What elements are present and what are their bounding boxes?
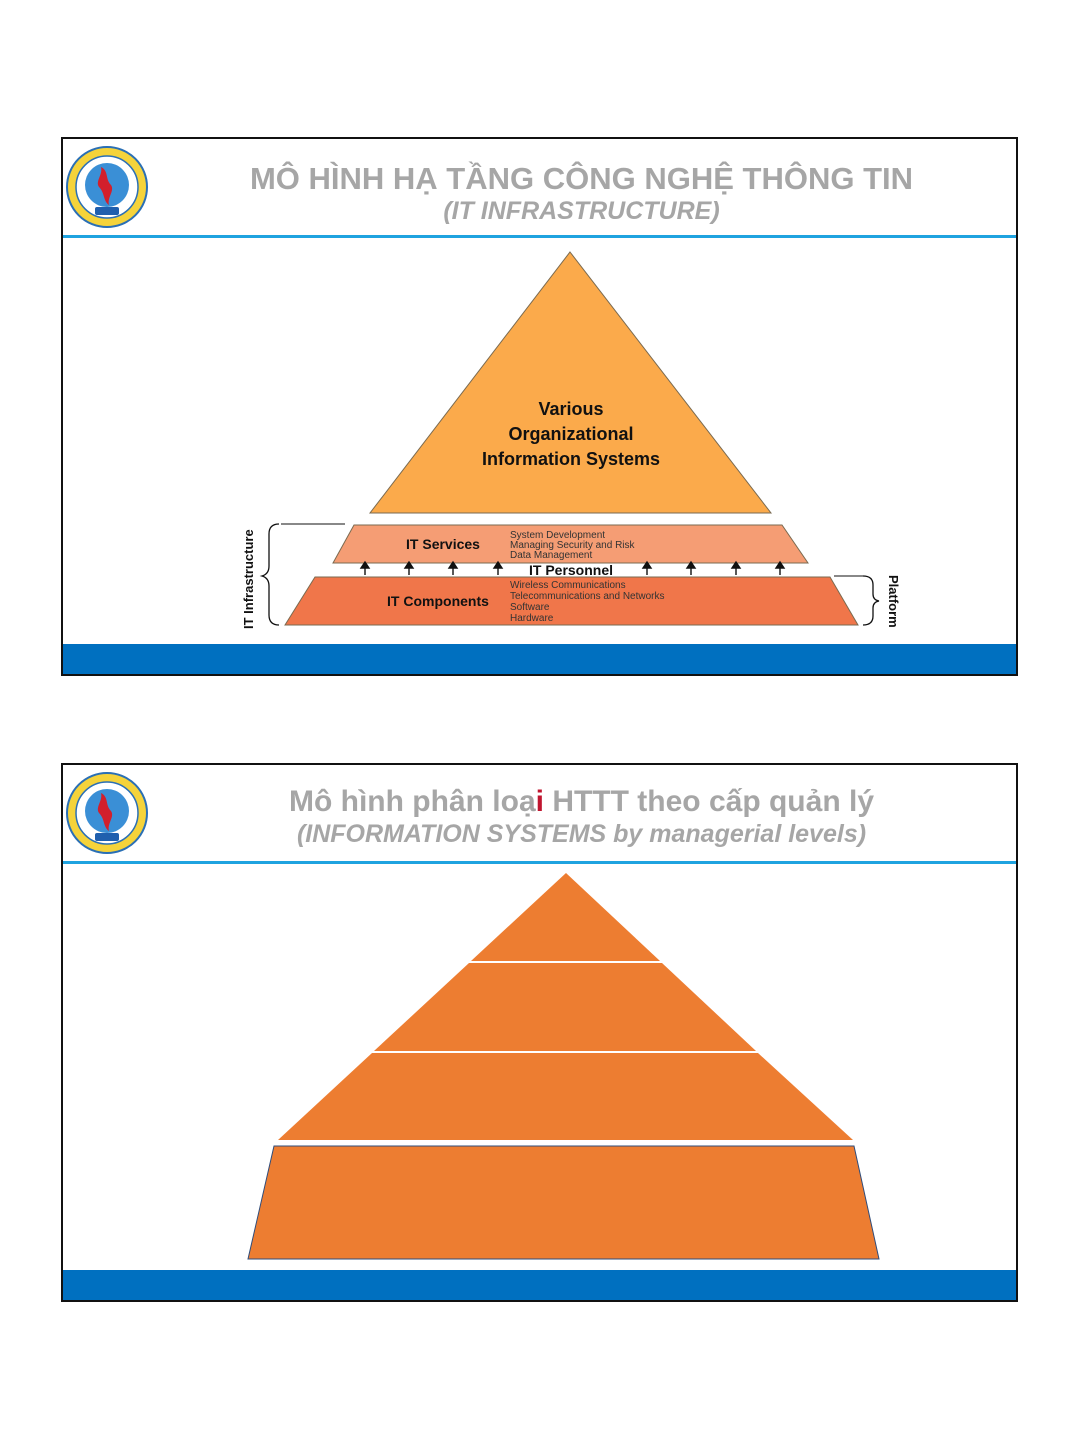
title-highlight: i — [535, 785, 544, 818]
it-services-item-2: Managing Security and Risk — [510, 540, 636, 551]
it-services-label: IT Services — [406, 536, 480, 552]
title-part-1: Mô hình phân loạ — [289, 785, 536, 818]
slide-managerial-levels: Mô hình phân loại HTTT theo cấp quản lý … — [61, 763, 1018, 1302]
pyramid-level-top — [471, 873, 660, 961]
slide-footer-bar — [63, 644, 1016, 674]
it-services-item-1: System Development — [510, 530, 605, 541]
it-services-band — [332, 524, 809, 564]
university-seal-logo — [66, 772, 148, 854]
apex-label-line-1: Various — [538, 399, 603, 419]
infrastructure-brace-label: IT Infrastructure — [241, 529, 256, 629]
it-components-item-4: Hardware — [510, 613, 554, 624]
apex-label-line-3: Information Systems — [482, 449, 660, 469]
it-components-label: IT Components — [387, 593, 489, 609]
it-personnel-label: IT Personnel — [529, 562, 613, 578]
header-rule — [63, 235, 1016, 238]
slide-title: Mô hình phân loại HTTT theo cấp quản lý — [153, 785, 1010, 819]
apex-triangle — [368, 251, 773, 514]
pyramid-level-lower — [278, 1053, 853, 1140]
pyramid-level-base — [247, 1145, 880, 1260]
it-personnel-arrows — [359, 560, 786, 575]
platform-brace — [862, 575, 880, 626]
slide-subtitle: (IT INFRASTRUCTURE) — [443, 197, 720, 225]
managerial-levels-pyramid — [247, 873, 880, 1260]
platform-brace-label: Platform — [886, 575, 901, 628]
slide-title: MÔ HÌNH HẠ TẦNG CÔNG NGHỆ THÔNG TIN — [249, 161, 914, 196]
university-seal-logo — [66, 146, 148, 228]
infrastructure-brace — [259, 523, 280, 626]
header-rule — [63, 861, 1016, 864]
it-infrastructure-diagram: Various Organizational Information Syste… — [241, 251, 901, 629]
it-components-item-3: Software — [510, 602, 550, 613]
slide-footer-bar — [63, 1270, 1016, 1300]
slide-it-infrastructure: MÔ HÌNH HẠ TẦNG CÔNG NGHỆ THÔNG TIN (IT … — [61, 137, 1018, 676]
it-services-item-3: Data Management — [510, 550, 592, 561]
it-components-band — [284, 576, 859, 626]
title-part-2: HTTT theo cấp quản lý — [543, 785, 874, 818]
it-components-item-2: Telecommunications and Networks — [510, 591, 665, 602]
apex-label-line-2: Organizational — [508, 424, 633, 444]
slide-subtitle: (INFORMATION SYSTEMS by managerial level… — [296, 820, 867, 848]
it-components-item-1: Wireless Communications — [510, 580, 626, 591]
pyramid-level-middle — [374, 963, 756, 1051]
